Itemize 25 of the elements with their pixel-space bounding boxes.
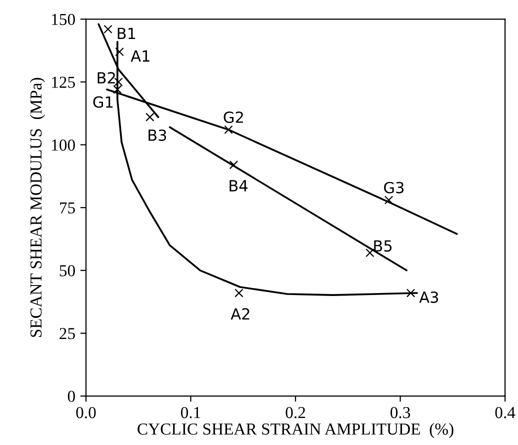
y-axis-title: SECANT SHEAR MODULUS (MPa): [30, 78, 46, 337]
x-tick-label: 0.3: [390, 406, 410, 418]
y-tick-label: 75: [60, 202, 75, 214]
annotation: B4: [230, 180, 248, 192]
y-tick-label: 125: [52, 76, 75, 88]
y-tick-label: 0: [68, 390, 75, 402]
annotation: B1: [118, 28, 136, 39]
x-tick-label: 0.1: [180, 406, 200, 418]
annotation: G1: [93, 96, 113, 108]
annotation: A1: [130, 50, 150, 62]
y-tick-label: 50: [60, 265, 75, 276]
x-tick-label: 0.2: [286, 406, 306, 418]
annotation: G2: [224, 111, 243, 124]
annotation: B5: [374, 240, 392, 252]
annotation: B2: [98, 72, 115, 84]
y-tick-label: 150: [52, 14, 75, 26]
y-tick-label: 25: [60, 328, 75, 340]
annotation: A2: [230, 308, 250, 320]
x-tick-label: 0.4: [495, 406, 516, 418]
annotation: G3: [384, 182, 404, 194]
annotation: A3: [419, 291, 438, 304]
x-axis-title: CYCLIC SHEAR STRAIN AMPLITUDE (%): [138, 422, 454, 438]
y-tick-label: 100: [52, 139, 75, 151]
annotation: B3: [148, 129, 166, 142]
x-tick-label: 0.0: [76, 406, 96, 418]
